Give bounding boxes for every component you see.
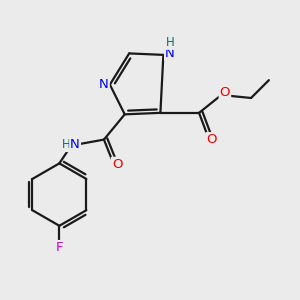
Text: N: N xyxy=(165,47,175,60)
Text: O: O xyxy=(220,85,230,98)
Text: F: F xyxy=(56,241,63,254)
Text: O: O xyxy=(206,133,217,146)
Text: H: H xyxy=(61,138,70,151)
Text: O: O xyxy=(112,158,122,171)
Text: H: H xyxy=(166,36,174,49)
Text: N: N xyxy=(70,138,80,151)
Text: N: N xyxy=(99,77,109,91)
